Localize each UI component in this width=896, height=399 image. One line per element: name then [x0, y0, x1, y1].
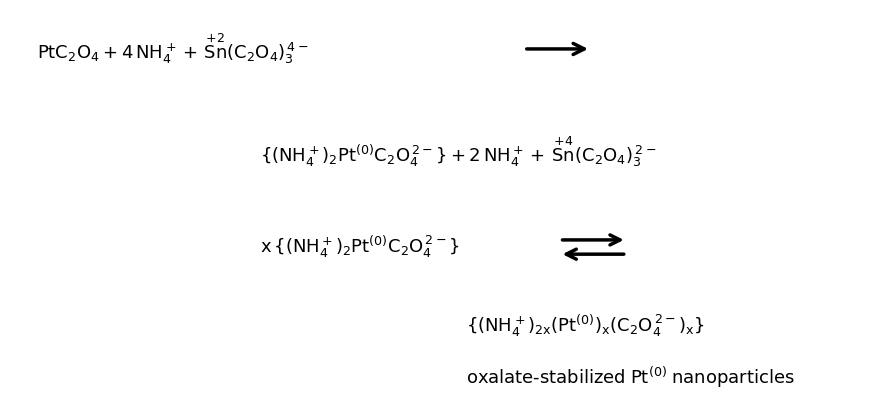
Text: $\mathrm{x\,\{(NH_4^+)_2Pt^{(0)}C_2O_4^{\,2-}\}}$: $\mathrm{x\,\{(NH_4^+)_2Pt^{(0)}C_2O_4^{… [261, 234, 461, 260]
Text: $\mathrm{\{(NH_4^+)_2Pt^{(0)}C_2O_4^{\,2-}\} + 2\,NH_4^+ +\, \overset{+4}{Sn}(C_: $\mathrm{\{(NH_4^+)_2Pt^{(0)}C_2O_4^{\,2… [261, 135, 657, 169]
Text: $\mathrm{PtC_2O_4 + 4\,NH_4^+ +\, \overset{+2}{Sn}(C_2O_4)_3^{\,4-}}$: $\mathrm{PtC_2O_4 + 4\,NH_4^+ +\, \overs… [37, 32, 309, 66]
Text: $\mathrm{oxalate\text{-}stabilized\; Pt^{(0)}\; nanoparticles}$: $\mathrm{oxalate\text{-}stabilized\; Pt^… [466, 365, 795, 390]
Text: $\mathrm{\{(NH_4^+)_{2x}(Pt^{(0)})_x(C_2O_4^{\,2-})_x\}}$: $\mathrm{\{(NH_4^+)_{2x}(Pt^{(0)})_x(C_2… [466, 313, 704, 340]
